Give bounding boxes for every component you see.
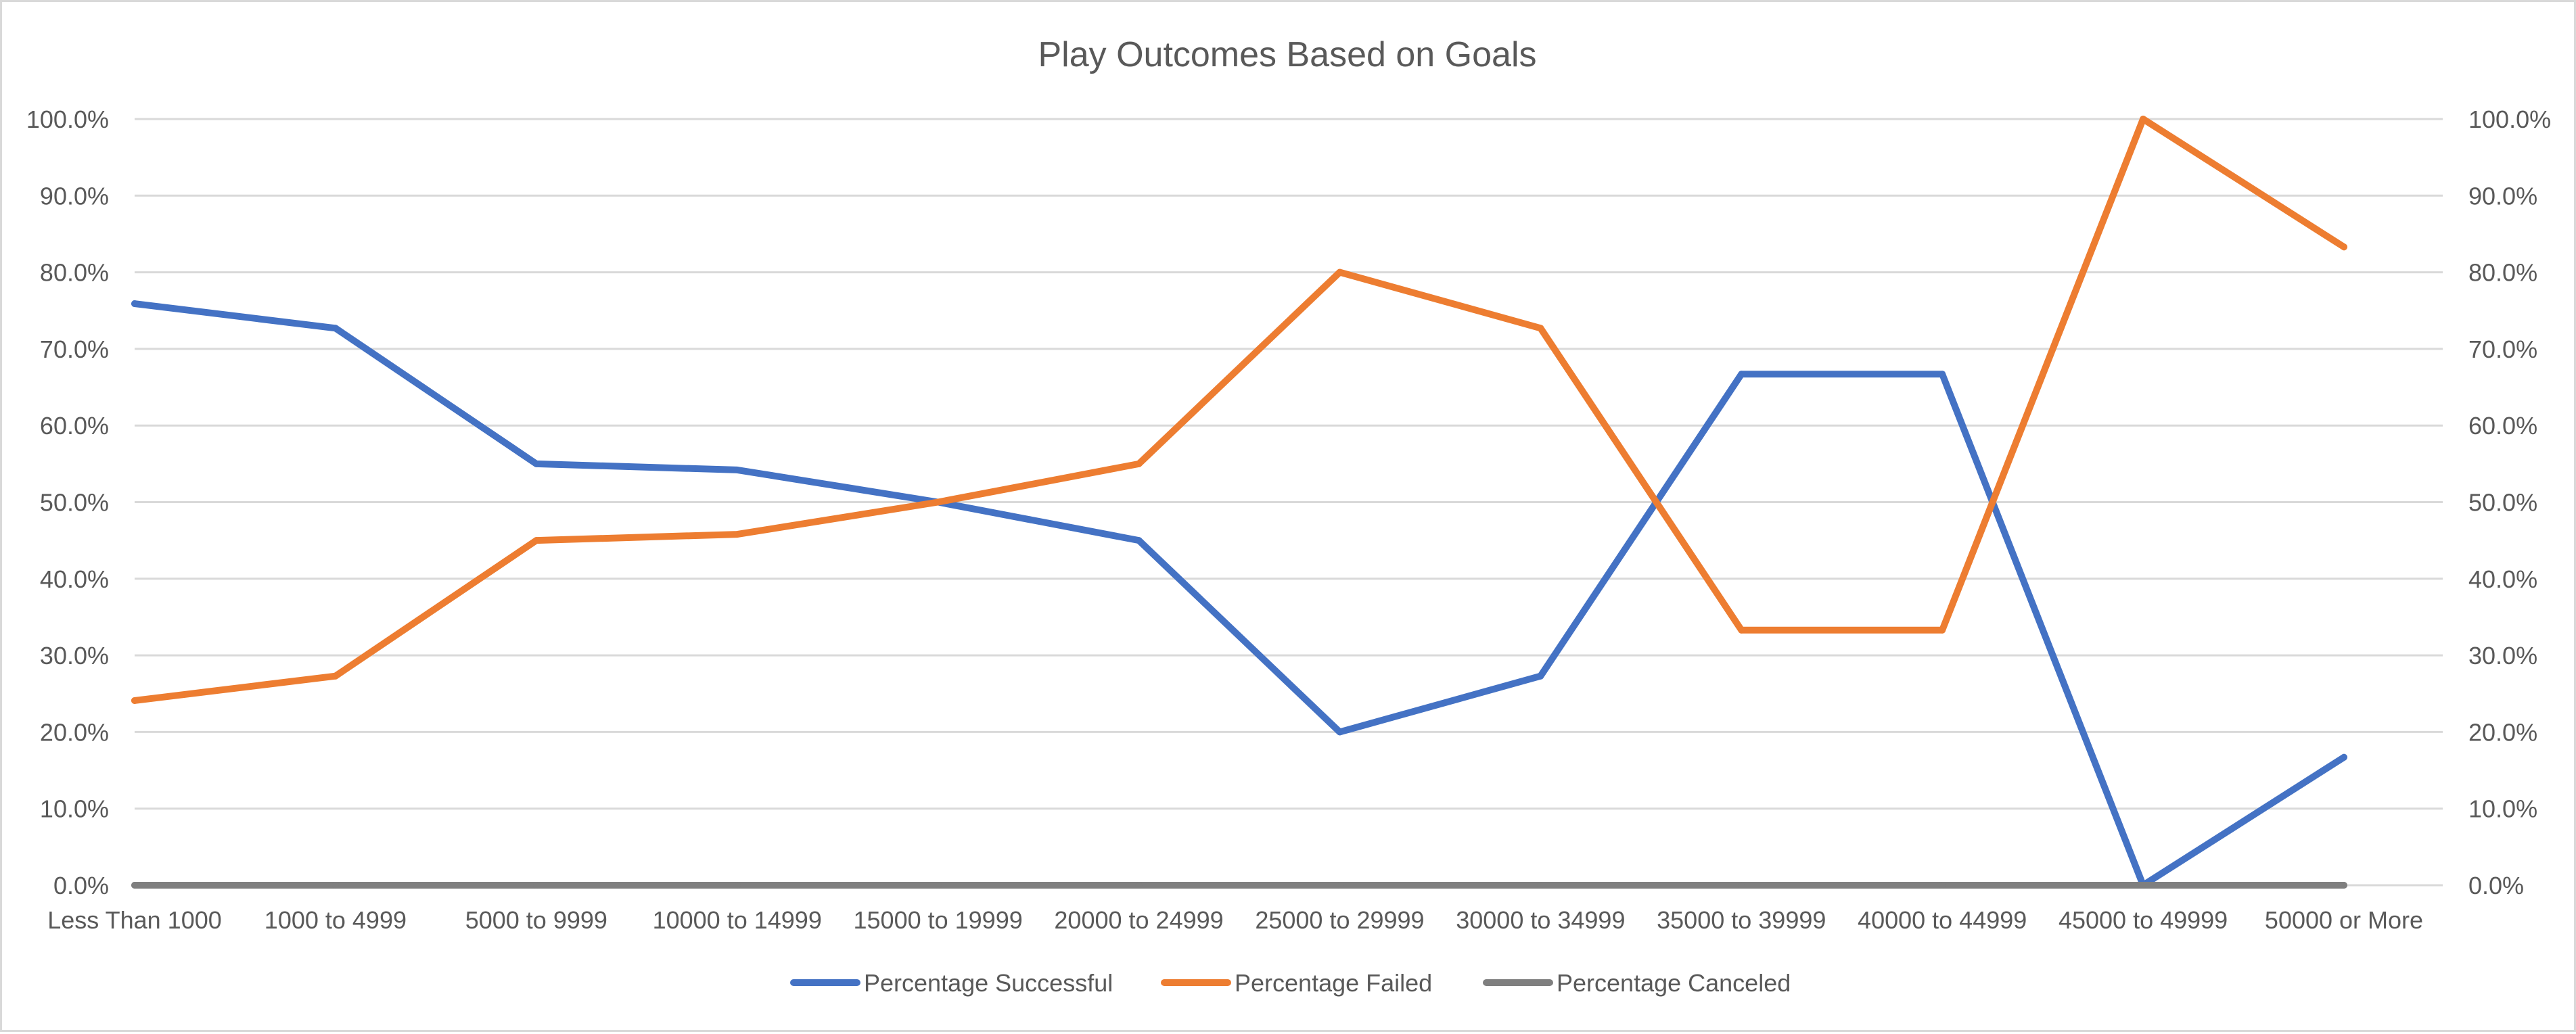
data-point: [1738, 371, 1745, 378]
data-point: [1537, 882, 1544, 889]
y-tick-label-left: 10.0%: [40, 795, 109, 823]
chart-title: Play Outcomes Based on Goals: [1038, 35, 1536, 74]
data-point: [733, 531, 741, 538]
legend-label: Percentage Failed: [1235, 969, 1432, 997]
x-tick-label: 1000 to 4999: [264, 906, 407, 934]
x-tick-label: 35000 to 39999: [1657, 906, 1826, 934]
data-point: [2341, 882, 2347, 889]
data-point: [331, 882, 339, 889]
x-tick-label: 10000 to 14999: [653, 906, 822, 934]
y-tick-label-right: 30.0%: [2468, 642, 2537, 669]
data-point: [1939, 882, 1946, 889]
data-point: [1537, 325, 1544, 332]
data-point: [733, 882, 741, 889]
y-tick-label-right: 50.0%: [2468, 489, 2537, 517]
y-tick-label-right: 70.0%: [2468, 335, 2537, 363]
x-tick-label: 45000 to 49999: [2058, 906, 2228, 934]
series-line-2: [131, 116, 2347, 704]
x-tick-label: 25000 to 29999: [1255, 906, 1424, 934]
data-point: [733, 466, 741, 473]
x-axis: Less Than 1000 1000 to 4999 5000 to 9999 10…: [47, 906, 2423, 934]
data-point: [1135, 882, 1143, 889]
data-point: [2341, 243, 2347, 251]
data-point: [1738, 882, 1745, 889]
data-point: [331, 325, 339, 332]
y-axis-right: 0.0% 10.0% 20.0% 30.0% 40.0% 50.0% 60.0% 70.0% 8…: [2468, 105, 2551, 899]
data-point: [532, 882, 540, 889]
y-tick-label-left: 0.0%: [53, 872, 109, 899]
data-point: [1135, 537, 1143, 544]
data-point: [1336, 728, 1343, 736]
x-tick-label: Less Than 1000: [47, 906, 222, 934]
series-line-1: [131, 300, 2347, 889]
data-point: [1738, 626, 1745, 634]
y-tick-label-left: 30.0%: [40, 642, 109, 669]
y-tick-label-left: 50.0%: [40, 489, 109, 517]
y-tick-label-left: 20.0%: [40, 718, 109, 746]
x-tick-label: 30000 to 34999: [1456, 906, 1625, 934]
data-point: [1939, 371, 1946, 378]
y-tick-label-right: 100.0%: [2468, 105, 2551, 133]
series-lines: [131, 116, 2347, 889]
x-tick-label: 20000 to 24999: [1054, 906, 1223, 934]
data-point: [934, 882, 942, 889]
data-point: [131, 882, 138, 889]
y-tick-label-left: 40.0%: [40, 565, 109, 593]
data-point: [131, 300, 138, 308]
y-tick-label-left: 60.0%: [40, 412, 109, 440]
data-point: [331, 672, 339, 680]
y-tick-label-right: 80.0%: [2468, 259, 2537, 287]
data-point: [2341, 753, 2347, 761]
y-tick-label-left: 80.0%: [40, 259, 109, 287]
data-point: [2140, 116, 2147, 122]
data-point: [2140, 882, 2147, 889]
data-point: [532, 537, 540, 544]
legend-label: Percentage Successful: [864, 969, 1113, 997]
data-point: [1336, 268, 1343, 276]
x-tick-label: 5000 to 9999: [465, 906, 607, 934]
data-point: [1537, 672, 1544, 680]
data-point: [1135, 460, 1143, 467]
y-tick-label-left: 90.0%: [40, 182, 109, 210]
x-tick-label: 15000 to 19999: [854, 906, 1023, 934]
y-tick-label-right: 0.0%: [2468, 872, 2524, 899]
legend: Percentage Successful Percentage Failed Pe…: [790, 969, 1791, 997]
data-point: [1336, 882, 1343, 889]
y-tick-label-left: 70.0%: [40, 335, 109, 363]
x-tick-label: 40000 to 44999: [1858, 906, 2027, 934]
y-tick-label-right: 10.0%: [2468, 795, 2537, 823]
x-tick-label: 50000 or More: [2265, 906, 2423, 934]
y-tick-label-left: 100.0%: [26, 105, 109, 133]
data-point: [532, 460, 540, 467]
y-tick-label-right: 90.0%: [2468, 182, 2537, 210]
data-point: [934, 498, 942, 506]
y-tick-label-right: 40.0%: [2468, 565, 2537, 593]
y-axis-left: 0.0% 10.0% 20.0% 30.0% 40.0% 50.0% 60.0% 70.0% 8…: [26, 105, 109, 899]
y-tick-label-right: 60.0%: [2468, 412, 2537, 440]
gridlines: [135, 118, 2443, 887]
legend-label: Percentage Canceled: [1557, 969, 1791, 997]
data-point: [131, 697, 138, 704]
data-point: [1939, 626, 1946, 634]
y-tick-label-right: 20.0%: [2468, 718, 2537, 746]
